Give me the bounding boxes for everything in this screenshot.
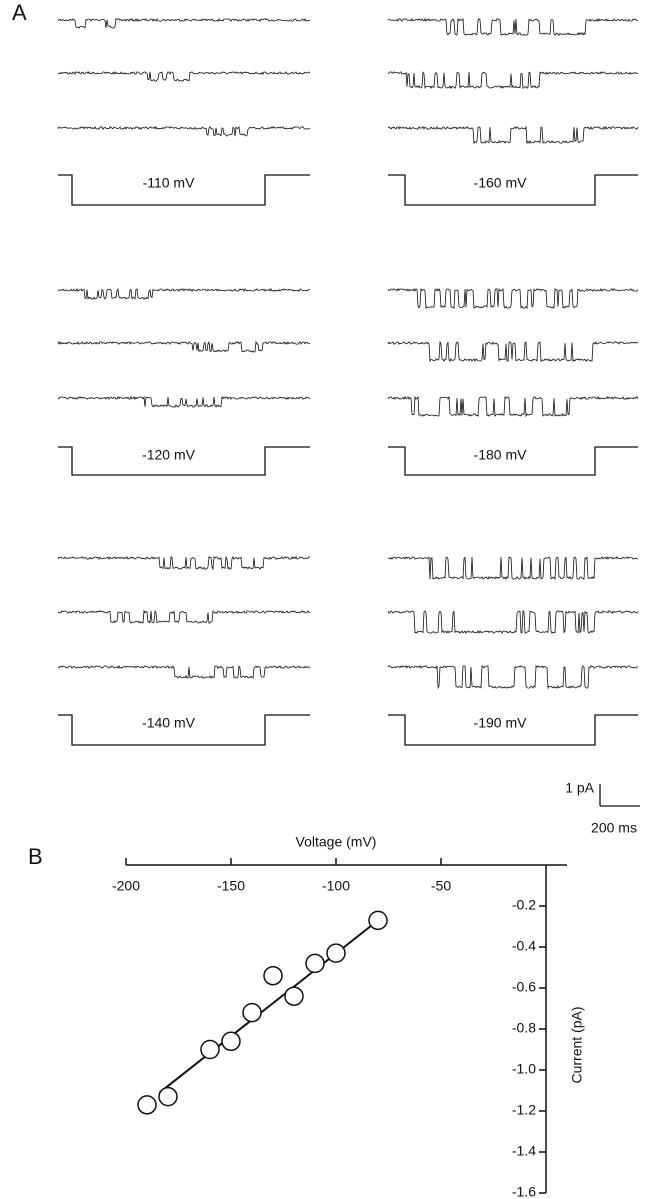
y-tick-label: -0.6 [512,979,536,995]
y-tick-label: -1.0 [512,1061,536,1077]
voltage-step [58,446,310,476]
voltage-step [388,174,638,206]
x-tick-label: -100 [322,878,350,894]
voltage-step [58,174,310,206]
voltage-label: -180 mV [474,447,528,463]
scale-label: 200 ms [591,820,637,836]
x-axis-label: Voltage (mV) [296,834,377,850]
data-point [221,1031,241,1052]
scale-label: 1 pA [565,780,594,796]
current-trace [387,395,639,418]
y-axis-label: Current (pA) [569,1006,585,1083]
current-trace [57,340,311,353]
current-trace [57,664,311,679]
data-point [242,1002,262,1023]
y-tick-label: -1.6 [512,1184,536,1199]
data-point [368,910,388,931]
data-point [326,943,346,963]
current-trace [57,395,311,408]
data-point [137,1095,157,1115]
current-trace [57,17,311,29]
voltage-label: -120 mV [142,447,196,463]
y-tick-label: -1.4 [512,1143,536,1159]
x-tick-label: -50 [431,878,451,894]
voltage-label: -110 mV [143,175,196,191]
current-trace [387,71,639,90]
current-trace [57,125,311,137]
current-trace [57,71,311,82]
voltage-step [388,446,638,476]
data-point [284,986,304,1006]
data-point [305,953,325,974]
voltage-step [388,714,638,746]
y-tick-label: -1.2 [512,1102,536,1118]
panel-label: A [12,0,27,25]
y-tick-label: -0.4 [512,938,536,954]
fit-line [158,919,379,1094]
current-trace [387,287,639,310]
panel-label: B [28,844,43,869]
current-trace [387,17,639,36]
current-trace [57,287,311,300]
voltage-step [58,714,310,746]
voltage-label: -160 mV [474,175,528,191]
data-point [200,1039,220,1060]
current-trace [57,609,311,624]
current-trace [387,664,638,690]
current-trace [387,609,639,635]
x-tick-label: -150 [217,878,245,894]
x-tick-label: -200 [112,878,140,894]
data-point [263,965,283,986]
current-trace [387,125,639,145]
y-tick-label: -0.8 [512,1020,536,1036]
data-point [158,1086,178,1107]
current-trace [387,340,639,363]
voltage-label: -190 mV [474,715,528,731]
voltage-label: -140 mV [142,715,196,731]
current-trace [387,556,639,581]
current-trace [57,555,310,571]
y-tick-label: -0.2 [512,897,536,913]
